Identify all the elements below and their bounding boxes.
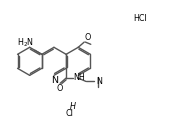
Text: HCl: HCl xyxy=(133,14,147,23)
Text: N: N xyxy=(51,76,58,85)
Text: N: N xyxy=(96,77,102,86)
Text: O: O xyxy=(84,33,91,42)
Text: Cl: Cl xyxy=(66,109,73,118)
Text: H: H xyxy=(70,102,76,111)
Text: O: O xyxy=(56,84,62,93)
Text: H$_2$N: H$_2$N xyxy=(17,37,34,50)
Text: NH: NH xyxy=(73,73,85,82)
